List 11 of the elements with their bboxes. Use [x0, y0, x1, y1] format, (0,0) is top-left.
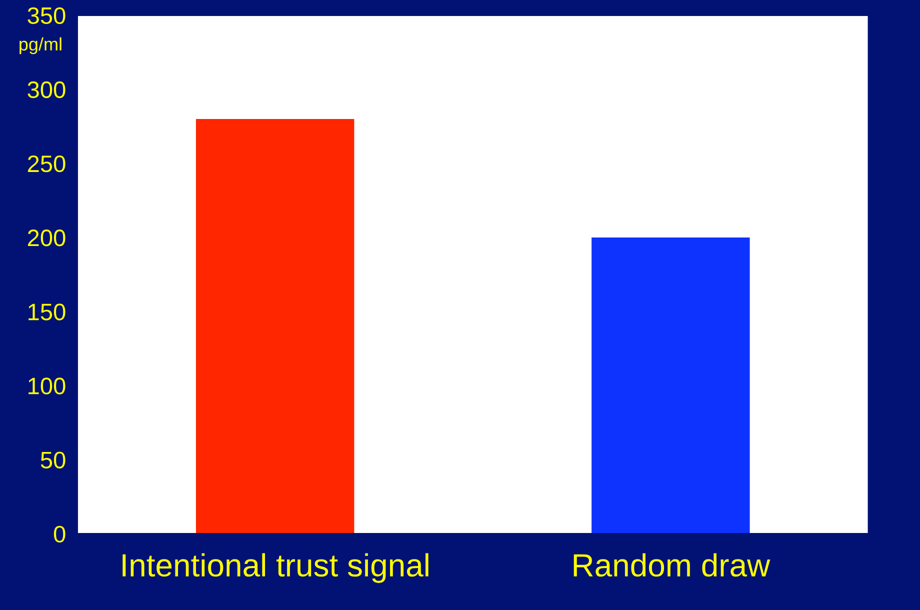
y-axis-title: pg/ml [20, 37, 62, 54]
y-tick-label: 200 [28, 230, 66, 246]
y-tick-label: 250 [28, 155, 66, 172]
y-tick-label: 300 [28, 81, 66, 98]
y-tick-label: 50 [40, 452, 66, 468]
y-tick-label: 350 [28, 7, 66, 24]
y-tick-label: 100 [28, 378, 66, 394]
x-tick-label: Random draw [574, 553, 770, 577]
y-tick-label: 0 [54, 526, 66, 543]
y-tick-label: 150 [28, 304, 66, 320]
x-tick-label: Intentional trust signal [122, 553, 428, 583]
